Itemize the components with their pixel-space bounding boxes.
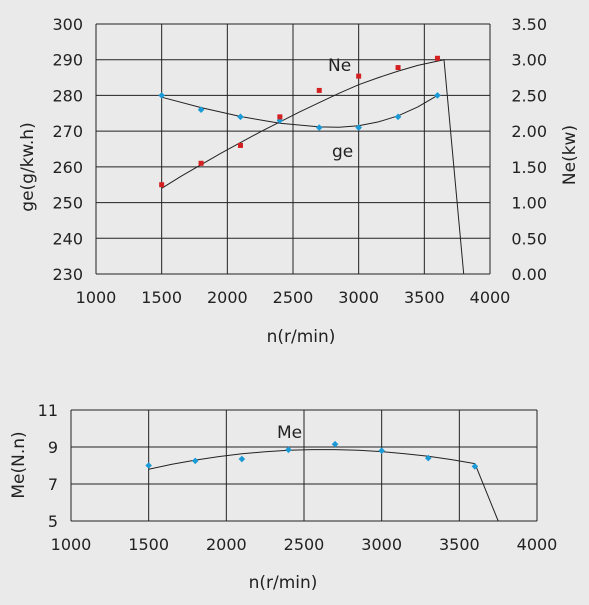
y-tick-label: 7 — [48, 475, 58, 494]
y-tick-label: 270 — [52, 122, 83, 141]
y-tick-label: 250 — [52, 194, 83, 213]
x-tick-label: 4000 — [517, 535, 558, 554]
x-tick-label: 3000 — [361, 535, 402, 554]
series-ge-point — [394, 113, 402, 121]
series-ne-point — [434, 55, 440, 61]
y2-tick-label: 0.50 — [511, 229, 547, 248]
y-tick-label: 9 — [48, 438, 58, 457]
series-me-point — [145, 462, 152, 469]
chart1-x-axis-label: n(r/min) — [267, 327, 336, 347]
chart2-markers — [145, 440, 479, 470]
series-me-point — [331, 440, 339, 448]
chart2-y-axis-label: Me(N.n) — [9, 431, 29, 498]
chart1-series-ge-label: ge — [332, 142, 353, 162]
chart2-grid — [70, 409, 538, 522]
chart1-y2-axis-label: Ne(kw) — [560, 125, 580, 185]
y-tick-label: 5 — [48, 512, 58, 531]
y-tick-label: 300 — [52, 15, 83, 34]
y-tick-label: 290 — [52, 51, 83, 70]
series-ne-fit-line — [161, 59, 465, 275]
series-ge-point — [315, 124, 323, 131]
chart2-series-me-label: Me — [277, 423, 302, 443]
series-me-point — [238, 455, 246, 463]
y-tick-label: 240 — [52, 229, 83, 248]
x-tick-label: 4000 — [470, 288, 511, 307]
chart1-tick-labels: 1000 1500 2000 2500 3000 3500 4000 230 240 250 260… — [52, 15, 547, 307]
series-me-point — [191, 457, 199, 465]
x-tick-label: 2500 — [284, 535, 325, 554]
series-ne-point — [356, 73, 362, 79]
chart1-grid — [95, 23, 491, 275]
series-ne-point — [316, 87, 322, 93]
x-tick-label: 2000 — [206, 535, 247, 554]
series-me-point — [471, 463, 479, 470]
x-tick-label: 3500 — [439, 535, 480, 554]
y2-tick-label: 1.50 — [511, 158, 547, 177]
series-ge-fit-line — [161, 94, 438, 128]
series-me-point — [424, 454, 432, 462]
series-me-point — [285, 446, 292, 454]
y2-tick-label: 1.00 — [511, 194, 547, 213]
series-ne-point — [198, 160, 204, 166]
x-tick-label: 1500 — [141, 288, 182, 307]
y-tick-label: 260 — [52, 158, 83, 177]
chart1-fit-curves — [161, 59, 465, 275]
series-ne-point — [277, 114, 283, 120]
x-tick-label: 1500 — [128, 535, 169, 554]
chart1-series-ne-label: Ne — [328, 56, 351, 76]
chart2-tick-labels: 1000 1500 2000 2500 3000 3500 4000 5 7 9 11 — [38, 401, 558, 554]
series-ge-point — [434, 92, 441, 99]
series-me-fit-line — [148, 449, 499, 522]
y2-tick-label: 2.00 — [511, 122, 547, 141]
y2-tick-label: 3.00 — [511, 51, 547, 70]
chart2-x-axis-label: n(r/min) — [249, 573, 318, 593]
series-ge-point — [197, 106, 205, 114]
chart-ge-ne: 1000 1500 2000 2500 3000 3500 4000 230 240 250 260… — [18, 15, 580, 347]
x-tick-label: 1000 — [76, 288, 117, 307]
y-tick-label: 230 — [52, 265, 83, 284]
series-ne-point — [395, 65, 401, 71]
series-ne-point — [159, 182, 165, 188]
y-tick-label: 280 — [52, 86, 83, 105]
y2-tick-label: 0.00 — [511, 265, 547, 284]
y2-tick-label: 2.50 — [511, 86, 547, 105]
x-tick-label: 1000 — [51, 535, 92, 554]
chart2-fit-curves — [148, 449, 499, 522]
y2-tick-label: 3.50 — [511, 15, 547, 34]
series-ge-point — [158, 92, 165, 99]
x-tick-label: 2000 — [207, 288, 248, 307]
x-tick-label: 3500 — [404, 288, 445, 307]
x-tick-label: 2500 — [273, 288, 314, 307]
y-tick-label: 11 — [38, 401, 58, 420]
chart1-markers — [158, 55, 441, 188]
series-ge-point — [237, 113, 244, 121]
chart1-y-axis-label: ge(g/kw.h) — [18, 122, 38, 211]
chart-me: 1000 1500 2000 2500 3000 3500 4000 5 7 9 11 n(r/mi… — [9, 401, 557, 593]
x-tick-label: 3000 — [338, 288, 379, 307]
series-me-point — [378, 447, 385, 454]
series-ge-point — [355, 124, 362, 131]
series-ne-point — [237, 142, 243, 148]
